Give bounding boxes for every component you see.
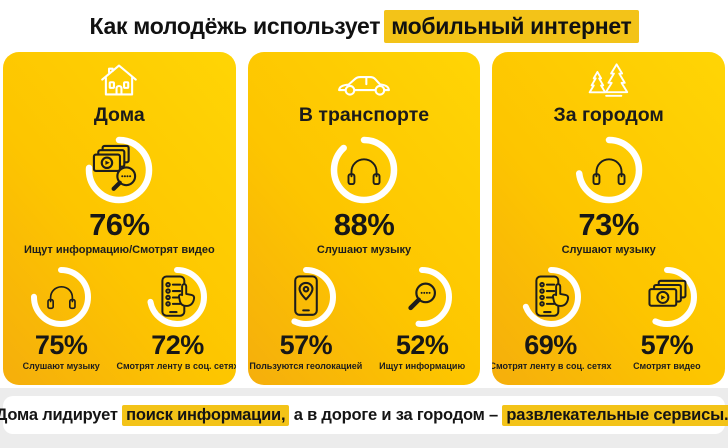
phone-geolocation-icon — [275, 266, 337, 328]
stat-caption: Смотрят видео — [633, 360, 701, 371]
stat-caption: Пользуются геолокацией — [249, 360, 363, 371]
sub-stats-row: 75% Слушают музыку — [3, 266, 236, 371]
card-countryside: За городом 73% Слушают музыку — [492, 52, 726, 385]
stat-caption: Ищут информацию/Смотрят видео — [23, 243, 215, 256]
stat-value: 76% — [89, 207, 150, 242]
progress-ring — [520, 266, 582, 328]
page-title-prefix: Как молодёжь использует — [89, 12, 381, 39]
footer-summary-box: Дома лидирует поиск информации, а в доро… — [0, 396, 728, 434]
stat-caption: Слушают музыку — [561, 243, 656, 256]
stat-value: 57% — [640, 329, 694, 360]
stat-caption: Смотрят ленту в соц. сетях — [116, 360, 236, 371]
footer-band: Дома лидирует поиск информации, а в доро… — [0, 388, 728, 448]
sub-stat: 52% Ищут информацию — [364, 266, 480, 371]
sub-stats-row: 69% Смотрят ленту в соц. сетях — [492, 266, 725, 371]
progress-ring — [30, 266, 92, 328]
phone-feed-icon — [520, 266, 582, 328]
headphones-icon — [575, 136, 643, 204]
headphones-icon — [330, 136, 398, 204]
sub-stat: 75% Слушают музыку — [3, 266, 119, 371]
progress-ring — [275, 266, 337, 328]
stat-caption: Слушают музыку — [316, 243, 412, 256]
stat-value: 73% — [578, 207, 639, 242]
footer-text-part2: а в дороге и за городом – — [289, 405, 503, 424]
card-title-home: Дома — [93, 104, 145, 126]
stat-value: 72% — [151, 329, 204, 360]
headphones-icon — [30, 266, 92, 328]
video-search-icon — [85, 136, 153, 204]
footer-highlight-search: поиск информации, — [122, 404, 290, 426]
card-title-transport: В транспорте — [298, 104, 430, 126]
footer-text-part1: Дома лидирует — [0, 405, 123, 424]
magnifier-icon — [391, 266, 453, 328]
card-transport: В транспорте 88% Слушают музыку — [247, 52, 481, 385]
card-home: Дома — [3, 52, 236, 385]
page-title-highlight: мобильный интернет — [384, 9, 639, 43]
stat-value: 69% — [524, 329, 577, 360]
stat-caption: Смотрят ленту в соц. сетях — [492, 360, 612, 371]
progress-ring — [391, 266, 453, 328]
stat-value: 75% — [34, 329, 88, 360]
page-title: Как молодёжь использует мобильный интерне… — [89, 9, 639, 43]
footer-highlight-entertainment: развлекательные сервисы. — [502, 404, 728, 426]
progress-ring — [636, 266, 698, 328]
stat-caption: Слушают музыку — [22, 360, 100, 371]
sub-stat: 69% Смотрят ленту в соц. сетях — [492, 266, 612, 371]
trees-icon — [585, 61, 633, 99]
car-icon — [335, 61, 393, 99]
stat-value: 88% — [333, 207, 395, 242]
progress-ring-home-main — [85, 136, 153, 204]
cards-row: Дома — [3, 52, 726, 385]
title-bar: Как молодёжь использует мобильный интерне… — [0, 0, 728, 52]
sub-stat: 57% Смотрят видео — [609, 266, 725, 371]
footer-summary-text: Дома лидирует поиск информации, а в доро… — [0, 404, 728, 426]
stat-value: 57% — [279, 329, 333, 360]
video-frames-icon — [636, 266, 698, 328]
stat-caption: Ищут информацию — [379, 360, 466, 371]
card-title-countryside: За городом — [553, 104, 664, 126]
sub-stat: 72% Смотрят ленту в соц. сетях — [116, 266, 236, 371]
progress-ring — [146, 266, 208, 328]
progress-ring-countryside-main — [575, 136, 643, 204]
progress-ring-transport-main — [330, 136, 398, 204]
sub-stat: 57% Пользуются геолокацией — [248, 266, 364, 371]
house-icon — [97, 61, 141, 99]
sub-stats-row: 57% Пользуются геолокацией — [248, 266, 481, 371]
stat-value: 52% — [395, 329, 449, 360]
phone-feed-icon — [146, 266, 208, 328]
